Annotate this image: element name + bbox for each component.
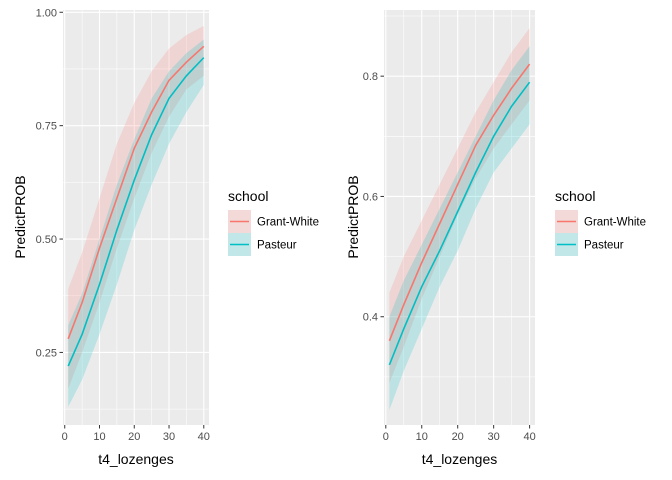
chart-panel-2: 0 10 20 30 40 0.4 0.6 0.8 t4_lozenges PredictPROB… bbox=[345, 10, 646, 467]
series-line-grant-white bbox=[67, 45, 205, 340]
gridlines bbox=[384, 10, 535, 425]
series-line-pasteur bbox=[67, 57, 205, 367]
x-tick-label: 10 bbox=[416, 431, 428, 443]
x-tick-label: 0 bbox=[62, 431, 68, 443]
x-tick-label: 20 bbox=[452, 431, 464, 443]
x-tick-label: 30 bbox=[488, 431, 500, 443]
y-axis-title: PredictPROB bbox=[345, 175, 361, 258]
x-tick-label: 30 bbox=[163, 431, 175, 443]
y-tick-label: 1.00 bbox=[36, 7, 57, 19]
x-axis-title: t4_lozenges bbox=[422, 451, 498, 467]
series-line-grant-white bbox=[388, 63, 531, 342]
confidence-band-grant-white bbox=[389, 28, 530, 383]
legend-title: school bbox=[555, 188, 595, 204]
x-axis-title: t4_lozenges bbox=[98, 451, 174, 467]
confidence-band-pasteur bbox=[389, 46, 530, 410]
confidence-band-grant-white bbox=[68, 25, 204, 389]
x-tick-label: 40 bbox=[523, 431, 535, 443]
legend-label-grant-white: Grant-White bbox=[584, 217, 646, 229]
gridlines bbox=[63, 10, 209, 425]
y-axis-title: PredictPROB bbox=[12, 175, 28, 258]
confidence-band-pasteur bbox=[68, 39, 204, 407]
x-tick-label: 20 bbox=[128, 431, 140, 443]
legend-label-pasteur: Pasteur bbox=[584, 240, 624, 252]
legend-label-grant-white: Grant-White bbox=[257, 217, 319, 229]
x-tick-label: 40 bbox=[198, 431, 210, 443]
y-tick-label: 0.75 bbox=[36, 121, 57, 133]
y-tick-label: 0.4 bbox=[363, 312, 378, 324]
legend: school Grant-White Pasteur bbox=[555, 188, 646, 256]
y-tick-label: 0.6 bbox=[363, 191, 378, 203]
x-tick-label: 0 bbox=[383, 431, 389, 443]
legend-title: school bbox=[228, 188, 268, 204]
y-tick-label: 0.50 bbox=[36, 234, 57, 246]
y-tick-label: 0.25 bbox=[36, 347, 57, 359]
series-line-pasteur bbox=[388, 81, 531, 366]
chart-panel-1: 0 10 20 30 40 0.25 0.50 0.75 1.00 t4_lozenges Pred… bbox=[12, 7, 319, 467]
y-tick-label: 0.8 bbox=[363, 71, 378, 83]
legend-label-pasteur: Pasteur bbox=[257, 240, 297, 252]
legend: school Grant-White Pasteur bbox=[228, 188, 319, 256]
x-tick-label: 10 bbox=[93, 431, 105, 443]
plot-background bbox=[384, 10, 535, 425]
